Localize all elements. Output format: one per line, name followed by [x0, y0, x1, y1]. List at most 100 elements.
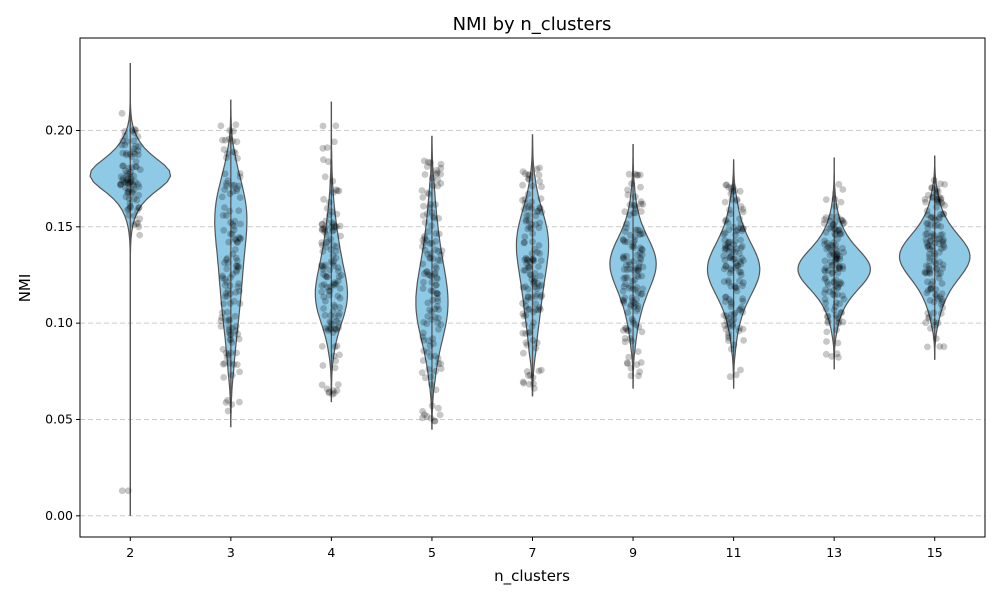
data-point — [124, 188, 132, 196]
data-point — [525, 305, 533, 313]
data-point — [722, 325, 730, 333]
data-point — [839, 263, 847, 270]
data-point — [630, 299, 638, 306]
data-point — [419, 194, 427, 201]
data-point — [134, 151, 142, 159]
data-point — [327, 324, 334, 332]
data-point — [627, 303, 634, 310]
data-point — [226, 190, 234, 198]
data-point — [627, 283, 634, 290]
data-point — [529, 256, 537, 264]
data-point — [124, 189, 131, 197]
data-point — [326, 287, 334, 295]
data-point — [131, 212, 138, 220]
data-point — [940, 241, 947, 249]
data-point — [134, 147, 142, 155]
data-point — [926, 270, 934, 277]
data-point — [939, 231, 946, 238]
data-point — [433, 170, 440, 178]
data-point — [525, 175, 532, 183]
data-point — [520, 205, 528, 213]
data-point — [727, 210, 734, 218]
data-point — [428, 381, 435, 389]
data-point — [840, 295, 848, 303]
data-point — [219, 345, 227, 353]
x-axis-ticks: 2 3 4 5 7 9 11 13 15 — [126, 537, 943, 560]
data-point — [736, 324, 744, 332]
x-tick-label: 13 — [826, 545, 842, 560]
data-point — [619, 327, 627, 334]
data-point — [429, 335, 437, 343]
data-point — [332, 357, 340, 365]
data-point — [428, 239, 436, 247]
data-point — [834, 291, 841, 298]
data-point — [234, 283, 242, 291]
data-point — [824, 313, 831, 321]
data-point — [626, 211, 633, 219]
data-point — [536, 304, 543, 311]
data-point — [232, 322, 240, 330]
data-point — [726, 269, 734, 277]
data-point — [826, 288, 833, 295]
data-point — [423, 320, 431, 328]
data-point — [331, 279, 338, 287]
data-point — [936, 343, 944, 350]
data-point — [725, 248, 733, 256]
data-point — [619, 236, 627, 244]
data-point — [840, 219, 848, 227]
data-point — [426, 159, 434, 167]
data-point — [525, 171, 532, 179]
data-point — [432, 246, 439, 254]
data-point — [319, 362, 327, 369]
data-point — [739, 308, 747, 316]
data-point — [519, 329, 527, 337]
data-point — [536, 250, 544, 257]
data-point — [734, 262, 742, 270]
data-point — [221, 170, 229, 178]
data-point — [630, 201, 638, 209]
data-point — [533, 290, 541, 298]
data-point — [522, 297, 530, 304]
data-point — [627, 301, 635, 309]
data-point — [421, 270, 428, 278]
data-point — [335, 273, 343, 281]
data-point — [233, 187, 241, 195]
data-point — [328, 227, 336, 235]
data-point — [722, 244, 729, 252]
data-point — [419, 243, 426, 250]
data-point — [427, 414, 435, 422]
data-point — [639, 200, 647, 208]
data-point — [426, 272, 434, 279]
data-point — [431, 417, 438, 425]
data-point — [318, 262, 325, 269]
data-point — [720, 265, 728, 273]
data-point — [531, 270, 539, 277]
data-point — [622, 280, 629, 288]
y-axis-label: NMI — [16, 274, 34, 303]
data-point — [821, 216, 828, 224]
data-point — [830, 278, 838, 285]
data-point — [335, 267, 342, 275]
data-point — [329, 307, 337, 315]
data-point — [334, 381, 342, 388]
data-point — [325, 211, 333, 219]
data-point — [331, 325, 339, 333]
data-point — [329, 189, 337, 197]
data-point — [318, 239, 325, 247]
data-point — [536, 164, 543, 172]
data-point — [320, 305, 327, 312]
data-point — [526, 223, 533, 231]
data-point — [722, 245, 730, 253]
data-point — [726, 373, 734, 381]
data-point — [731, 237, 739, 245]
data-point — [822, 274, 829, 282]
data-point — [932, 286, 940, 293]
data-point — [724, 240, 732, 247]
data-point — [624, 191, 632, 199]
data-point — [827, 213, 835, 221]
data-point — [824, 267, 832, 274]
data-point — [824, 317, 832, 325]
data-point — [940, 244, 948, 251]
data-point — [228, 371, 236, 379]
data-point — [538, 292, 546, 299]
